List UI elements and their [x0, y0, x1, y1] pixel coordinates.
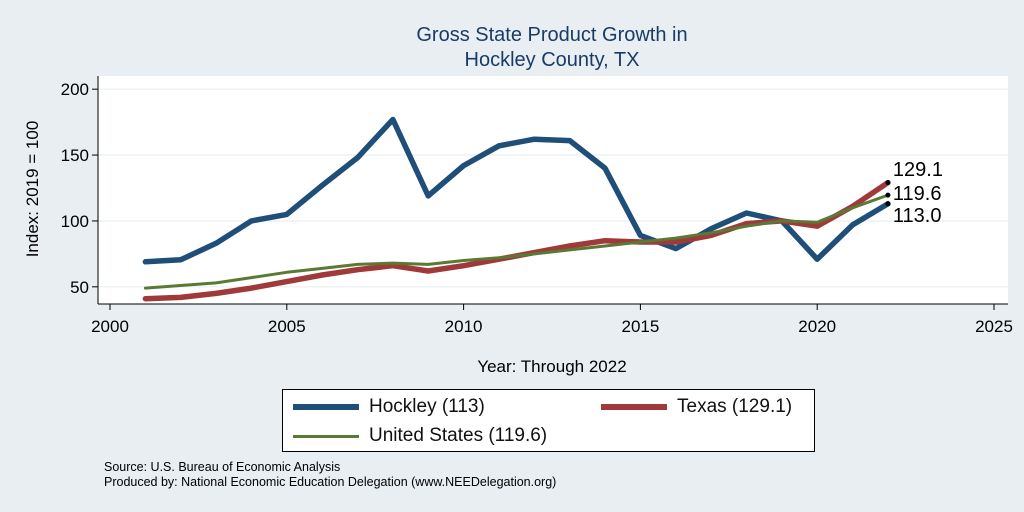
- source-notes: Source: U.S. Bureau of Economic Analysis…: [104, 460, 556, 490]
- end-label-united-states: 119.6: [893, 183, 942, 205]
- legend-label-united-states: United States (119.6): [369, 425, 548, 446]
- legend-swatch-hockley: [293, 404, 359, 410]
- end-marker-united-states: [885, 192, 891, 198]
- legend-item-hockley: Hockley (113): [293, 396, 485, 418]
- x-tick-label: 2010: [445, 317, 483, 336]
- y-axis-label: Index: 2019 = 100: [23, 121, 42, 258]
- chart-subtitle: Hockley County, TX: [465, 49, 640, 71]
- end-label-hockley: 113.0: [893, 205, 942, 227]
- legend: Hockley (113) Texas (129.1) United State…: [282, 389, 815, 452]
- legend-item-texas: Texas (129.1): [601, 396, 792, 418]
- x-tick-label: 2015: [621, 317, 659, 336]
- x-tick-label: 2000: [91, 317, 129, 336]
- produced-line: Produced by: National Economic Education…: [104, 475, 557, 489]
- chart-title: Gross State Product Growth in: [416, 24, 687, 46]
- legend-label-texas: Texas (129.1): [677, 396, 793, 417]
- x-tick-label: 2025: [975, 317, 1013, 336]
- y-tick-label: 150: [61, 146, 89, 165]
- legend-swatch-united-states: [293, 434, 359, 438]
- series-line-united-states: [143, 193, 890, 290]
- y-tick-label: 100: [61, 212, 89, 231]
- end-marker-hockley: [885, 201, 891, 207]
- series-line-hockley: [142, 116, 891, 265]
- axes: 50 100 150 200 2000 2005 2010 2015 2020 2025: [61, 76, 1013, 336]
- y-tick-label: 50: [70, 278, 89, 297]
- end-label-texas: 129.1: [893, 159, 943, 181]
- end-marker-texas: [885, 180, 891, 186]
- x-axis-label: Year: Through 2022: [477, 357, 626, 376]
- plot-background: [98, 76, 1008, 304]
- series-lines: [142, 116, 891, 302]
- source-line: Source: U.S. Bureau of Economic Analysis: [104, 460, 341, 474]
- legend-swatch-texas: [601, 404, 667, 410]
- legend-label-hockley: Hockley (113): [369, 396, 485, 417]
- x-tick-label: 2020: [798, 317, 836, 336]
- legend-item-united-states: United States (119.6): [293, 425, 547, 447]
- x-tick-label: 2005: [268, 317, 306, 336]
- y-tick-label: 200: [61, 80, 89, 99]
